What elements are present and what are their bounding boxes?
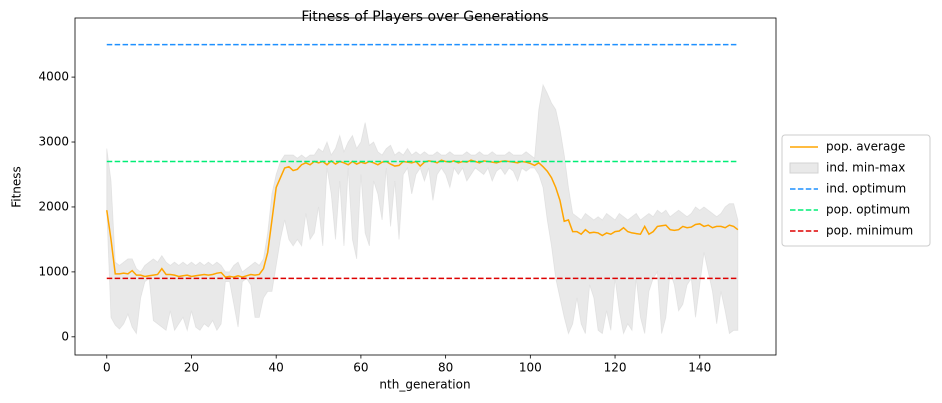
plot-area	[106, 43, 739, 335]
axes-frame	[74, 17, 777, 356]
y-tick-label: 3000	[38, 135, 69, 149]
y-tick-label: 4000	[38, 70, 69, 84]
y-tick-label: 1000	[38, 264, 69, 278]
y-axis-label: Fitness	[10, 166, 24, 208]
legend-box	[781, 134, 931, 247]
legend-label: ind. min-max	[826, 161, 905, 175]
x-tick-label: 60	[353, 361, 368, 375]
x-axis-label: nth_generation	[379, 378, 470, 392]
x-tick-label: 140	[688, 361, 711, 375]
legend-label: pop. average	[826, 140, 905, 154]
x-tick-label: 20	[184, 361, 199, 375]
legend-label: ind. optimum	[826, 182, 906, 196]
min-max-band	[106, 83, 739, 335]
x-tick-label: 100	[519, 361, 542, 375]
x-tick-label: 80	[438, 361, 453, 375]
legend-swatch	[789, 162, 819, 174]
y-tick-label: 2000	[38, 199, 69, 213]
x-tick-label: 120	[604, 361, 627, 375]
chart-title: Fitness of Players over Generations	[301, 9, 548, 25]
x-tick-label: 40	[269, 361, 284, 375]
average-line	[106, 159, 739, 278]
x-tick-label: 0	[103, 361, 111, 375]
legend-label: pop. minimum	[826, 224, 913, 238]
y-tick-label: 0	[61, 329, 69, 343]
legend: pop. average ind. min-max ind. optimum pop.…	[781, 134, 931, 247]
legend-label: pop. optimum	[826, 203, 910, 217]
